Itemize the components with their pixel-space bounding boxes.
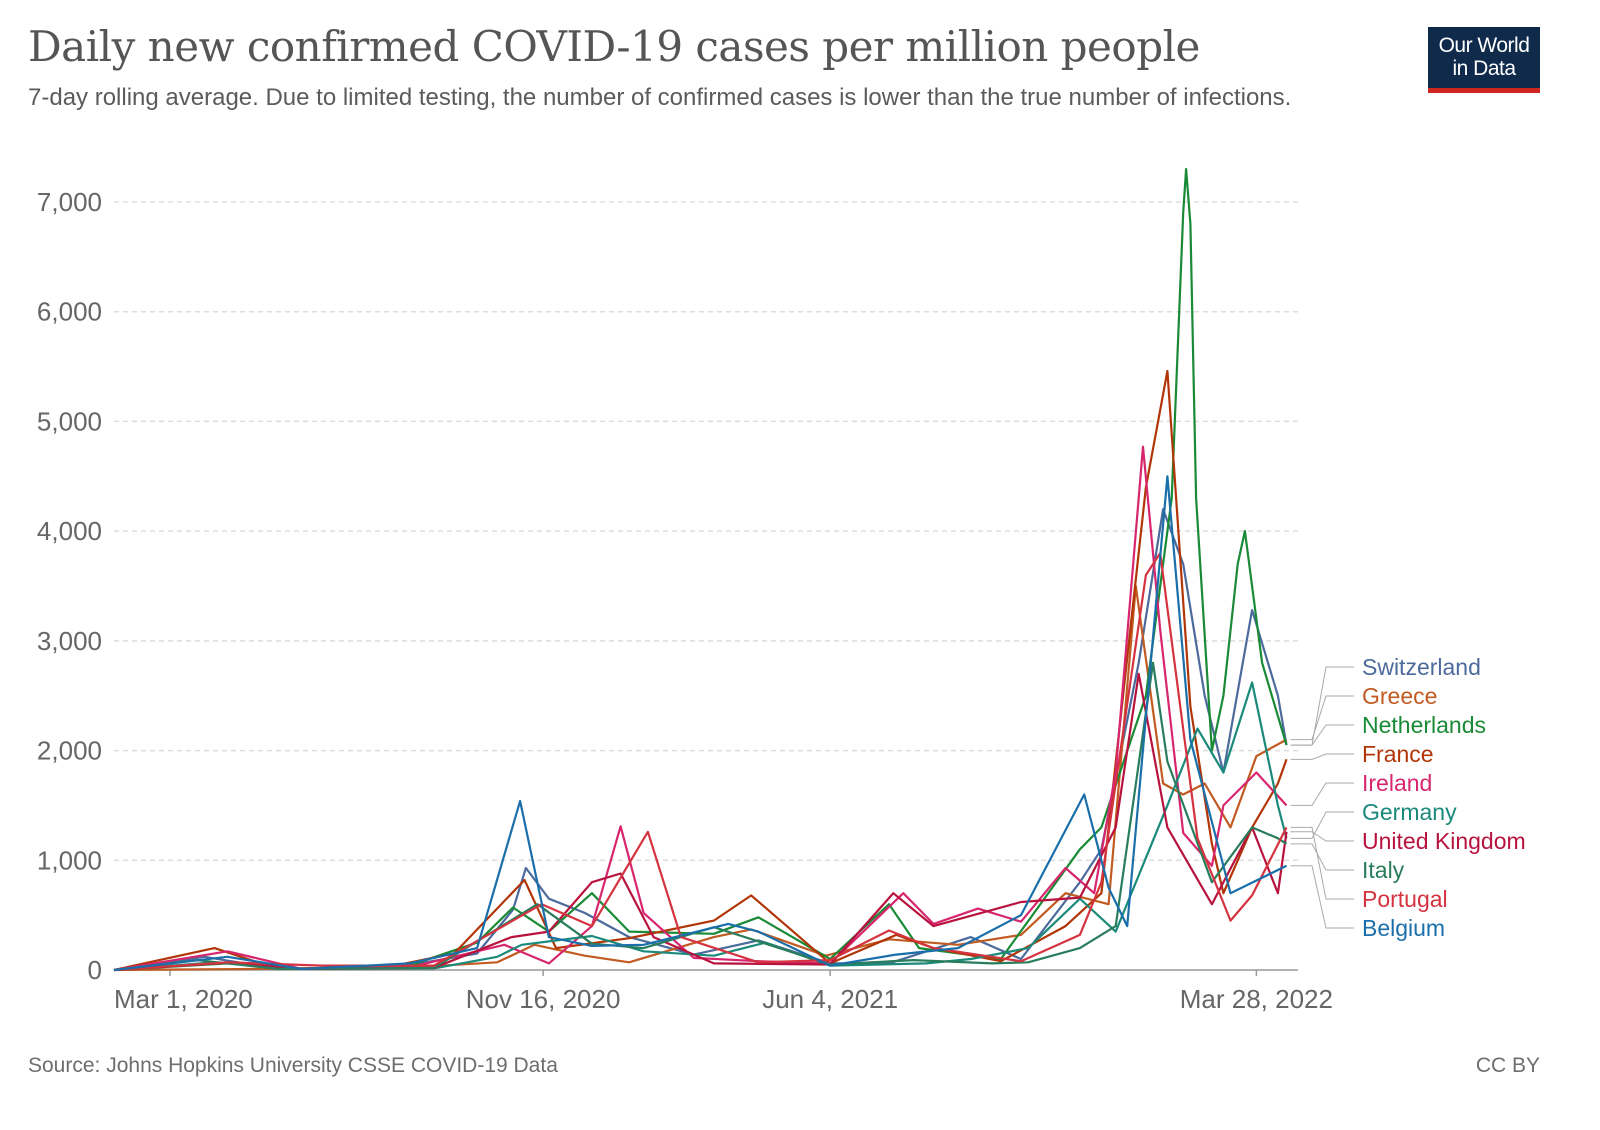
legend-connector [1290,724,1354,746]
y-tick-label: 4,000 [37,516,102,546]
legend-connector [1290,811,1354,839]
logo-line-2: in Data [1452,57,1516,80]
legend-connector [1290,865,1354,929]
legend-connector [1290,753,1354,760]
y-tick-label: 7,000 [37,187,102,217]
y-tick-label: 3,000 [37,626,102,656]
series-line-belgium[interactable] [113,475,1287,972]
x-tick-label: Mar 1, 2020 [114,984,253,1014]
y-tick-label: 0 [88,955,102,985]
legend-label-ireland[interactable]: Ireland [1362,770,1432,796]
x-axis: Mar 1, 2020 Nov 16, 2020 Jun 4, 2021 Mar 28… [114,969,1333,1014]
chart-subtitle: 7-day rolling average. Due to limited te… [28,84,1292,111]
y-tick-label: 6,000 [37,297,102,327]
legend-label-greece[interactable]: Greece [1362,683,1437,709]
legend-connector [1290,831,1354,842]
legend-label-france[interactable]: France [1362,741,1434,767]
x-tick-label: Jun 4, 2021 [762,984,898,1014]
legend-label-switzerland[interactable]: Switzerland [1362,654,1481,680]
owid-logo[interactable]: Our World in Data [1428,27,1540,93]
x-tick-label: Mar 28, 2022 [1180,984,1333,1014]
license-note[interactable]: CC BY [1475,1054,1540,1077]
series-line-greece[interactable] [113,584,1288,972]
legend-label-portugal[interactable]: Portugal [1362,886,1448,912]
y-tick-label: 5,000 [37,406,102,436]
y-tick-label: 1,000 [37,845,102,875]
logo-line-1: Our World [1438,34,1530,57]
y-tick-label: 2,000 [37,736,102,766]
legend-connector [1290,695,1354,741]
legend-connector [1290,826,1354,900]
legend-label-italy[interactable]: Italy [1362,857,1405,883]
chart-title: Daily new confirmed COVID-19 cases per m… [28,22,1200,71]
series-line-switzerland[interactable] [113,508,1288,972]
x-tick-label: Nov 16, 2020 [466,984,621,1014]
legend-label-germany[interactable]: Germany [1362,799,1457,825]
source-note[interactable]: Source: Johns Hopkins University CSSE CO… [28,1054,558,1077]
legend-connector [1290,843,1354,871]
series-line-germany[interactable] [113,681,1288,972]
legend-connector [1290,782,1354,806]
series-line-ireland[interactable] [113,445,1288,972]
series-line-netherlands[interactable] [113,168,1288,972]
series-line-portugal[interactable] [113,552,1288,972]
legend-label-netherlands[interactable]: Netherlands [1362,712,1486,738]
legend-label-united-kingdom[interactable]: United Kingdom [1362,828,1526,854]
legend: Switzerland Greece Netherlands France Irelan… [1290,654,1526,941]
series-lines [113,168,1288,972]
legend-label-belgium[interactable]: Belgium [1362,915,1445,941]
y-axis: 0 1,000 2,000 3,000 4,000 5,000 6,000 7,000 [37,187,102,985]
series-line-united-kingdom[interactable] [113,672,1288,972]
